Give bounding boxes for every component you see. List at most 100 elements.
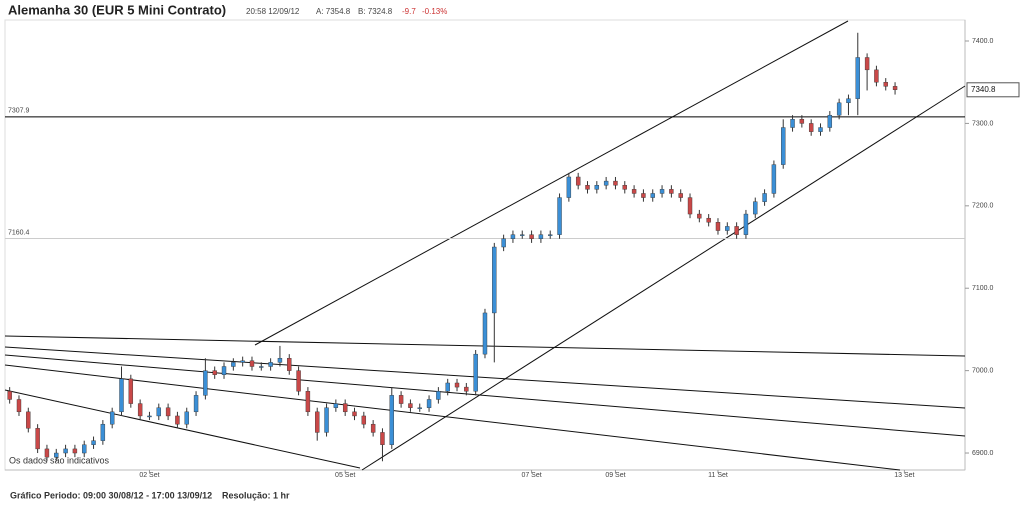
candle-body — [529, 234, 534, 239]
reference-label: 7307.9 — [8, 108, 30, 115]
candle-body — [91, 440, 96, 445]
period: Gráfico Periodo: 09:00 30/08/12 - 17:00 … — [10, 490, 212, 500]
candle-body — [808, 123, 814, 132]
candle-body — [743, 213, 749, 235]
candle-body — [16, 399, 22, 413]
candle-body — [35, 428, 40, 450]
x-tick-label: 09 Set — [605, 472, 625, 479]
candle-body — [221, 366, 227, 375]
bid: B: 7324.8 — [358, 7, 393, 16]
candle-body — [790, 119, 795, 128]
candle-body — [734, 226, 739, 235]
candle-body — [445, 382, 450, 392]
candle-body — [109, 411, 115, 425]
candle-body — [417, 407, 422, 409]
y-tick-label: 6900.0 — [972, 450, 994, 457]
candle-body — [631, 189, 637, 194]
candle-body — [538, 234, 544, 239]
candle-body — [305, 391, 311, 413]
candle-body — [370, 423, 376, 433]
candle-body — [669, 189, 674, 194]
candle-body — [715, 222, 721, 231]
candle-body — [137, 403, 143, 417]
x-tick-label: 02 Set — [139, 472, 159, 479]
candle-body — [426, 399, 432, 408]
candle-body — [585, 185, 590, 190]
candle-body — [762, 193, 767, 202]
candle-body — [128, 378, 134, 404]
candle-body — [836, 102, 842, 116]
candle-body — [892, 86, 898, 90]
candle-body — [82, 444, 87, 454]
candle-body — [659, 189, 665, 194]
plot-frame — [4, 19, 966, 471]
candle-body — [473, 353, 478, 392]
candle-body — [156, 407, 161, 417]
candle-body — [7, 391, 12, 400]
x-tick-label: 11 Set — [708, 472, 728, 479]
candle-body — [212, 370, 217, 375]
candle-body — [165, 407, 171, 417]
candle-body — [781, 127, 786, 165]
change-pct: -0.13% — [422, 7, 447, 16]
candle-body — [566, 176, 572, 198]
candle-body — [240, 360, 245, 363]
y-tick-label: 7300.0 — [972, 120, 994, 127]
candle-body — [799, 119, 805, 124]
x-tick-label: 13 Set — [894, 472, 914, 479]
y-tick-label: 7100.0 — [972, 285, 994, 292]
x-tick-label: 07 Set — [521, 472, 541, 479]
timestamp: 20:58 12/09/12 — [246, 7, 300, 16]
change: -9.7 — [402, 7, 416, 16]
candle-body — [333, 403, 339, 408]
candle-body — [100, 423, 106, 441]
candle-body — [464, 386, 469, 392]
candle-body — [315, 411, 320, 433]
candle-body — [771, 164, 777, 194]
candle-body — [380, 432, 385, 445]
candle-body — [352, 411, 357, 417]
candle-body — [277, 358, 283, 363]
reference-label: 7160.4 — [8, 229, 30, 236]
candle-body — [883, 82, 888, 87]
candle-body — [855, 57, 860, 99]
candle-body — [827, 114, 833, 128]
candle-body — [492, 246, 497, 314]
candle-body — [594, 185, 600, 190]
candle-body — [361, 415, 367, 425]
candle-body — [697, 213, 702, 219]
trend-lines — [4, 20, 966, 471]
notice: Os dados são indicativos — [9, 455, 110, 465]
candle-body — [287, 358, 292, 371]
candle-body — [249, 360, 255, 367]
candle-body — [63, 448, 68, 454]
candle-body — [864, 57, 870, 71]
candle-body — [753, 201, 758, 215]
candle-body — [231, 362, 236, 367]
candle-body — [44, 448, 50, 458]
candle-body — [622, 185, 627, 190]
candle-body — [119, 378, 124, 413]
y-tick-label: 7400.0 — [972, 38, 994, 45]
ask: A: 7354.8 — [316, 7, 351, 16]
y-tick-label: 7000.0 — [972, 367, 994, 374]
price-box — [966, 82, 1020, 98]
candle-body — [203, 370, 208, 396]
candle-body — [175, 415, 180, 425]
y-tick-label: 7200.0 — [972, 203, 994, 210]
candle-body — [193, 395, 199, 413]
resolution: Resolução: 1 hr — [222, 490, 290, 500]
candle-body — [389, 395, 394, 445]
candle-body — [678, 193, 683, 198]
candle-body — [436, 391, 441, 400]
candle-body — [650, 193, 655, 198]
candle-body — [874, 69, 879, 83]
candle-body — [147, 415, 152, 418]
candle-body — [54, 452, 59, 458]
candle-body — [26, 411, 31, 429]
candle-body — [687, 197, 693, 215]
price-label: 7340.8 — [971, 85, 996, 94]
candle-body — [603, 180, 609, 186]
candle-body — [398, 395, 404, 404]
candle-body — [575, 176, 581, 186]
